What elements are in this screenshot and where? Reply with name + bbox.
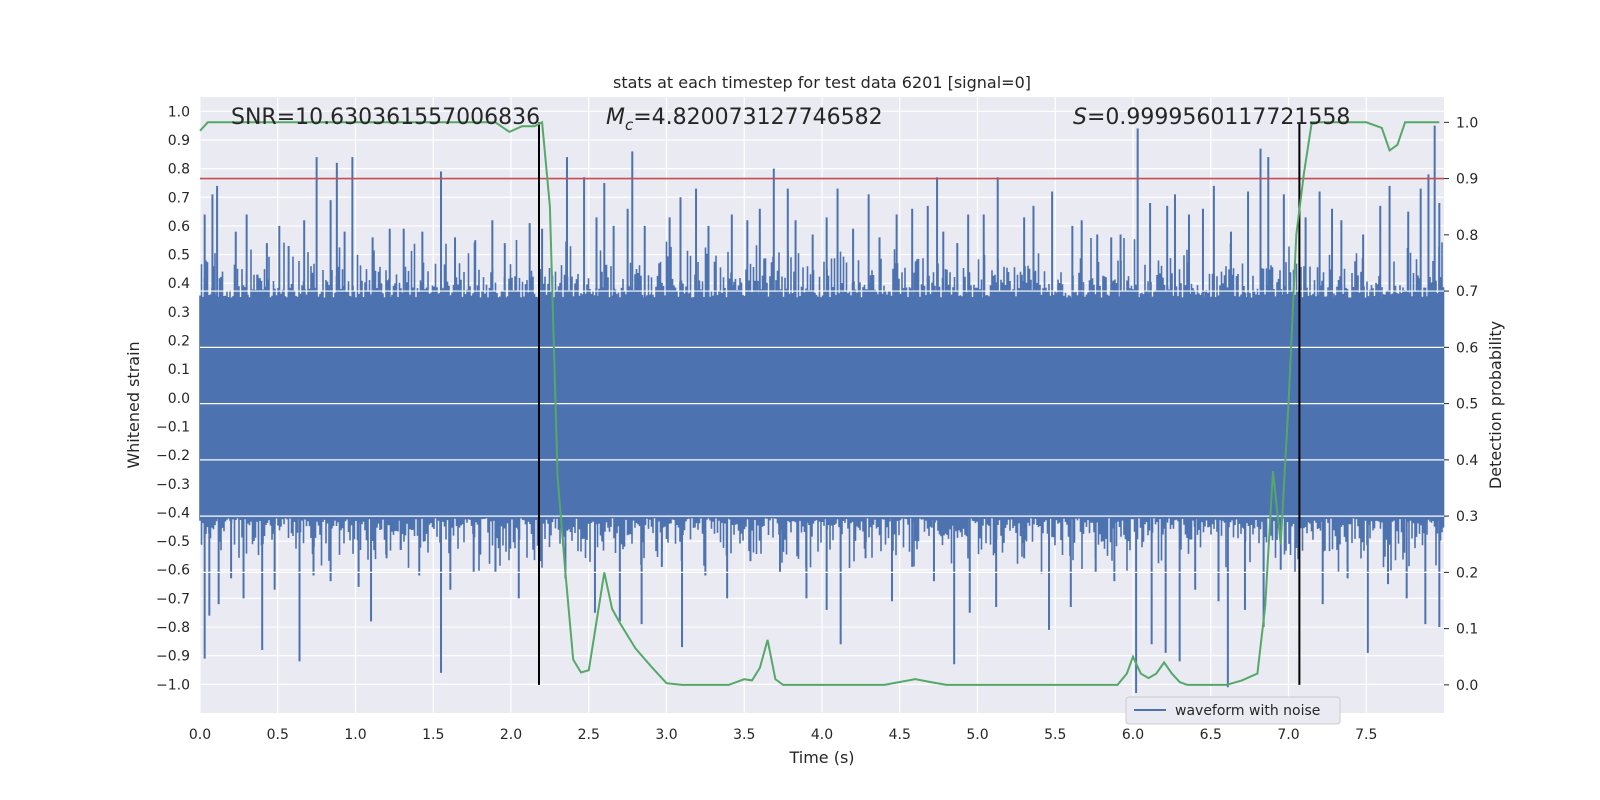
- y-tick-label: 1.0: [168, 104, 190, 120]
- waveform-layer: [199, 125, 1445, 693]
- y-tick-label: 0.3: [168, 305, 190, 321]
- x-tick-label: 1.5: [422, 727, 444, 743]
- x-tick-label: 6.5: [1200, 727, 1222, 743]
- detection-probability-line: [199, 120, 1440, 686]
- chirp-mass-symbol: M: [606, 105, 625, 130]
- s-annotation: S=0.9999560117721558: [1073, 105, 1350, 130]
- s-value: =0.9999560117721558: [1087, 105, 1350, 130]
- y2-tick-label: 0.1: [1456, 622, 1478, 638]
- x-axis-label: Time (s): [788, 748, 854, 767]
- y-tick-label: −0.9: [156, 649, 190, 665]
- y2-tick-label: 0.9: [1456, 172, 1478, 188]
- y2-tick-label: 0.4: [1456, 453, 1478, 469]
- y-tick-label: 0.5: [168, 248, 190, 264]
- y-tick-label: −0.4: [156, 505, 190, 521]
- legend: waveform with noise: [1125, 696, 1341, 725]
- y-tick-label: 0.2: [168, 334, 190, 350]
- chirp-mass-subscript: c: [625, 116, 634, 134]
- x-tick-label: 7.5: [1355, 727, 1377, 743]
- probability-layer: [199, 120, 1440, 686]
- y2-tick-label: 0.8: [1456, 228, 1478, 244]
- y-tick-label: −0.1: [156, 419, 190, 435]
- y2-tick-label: 0.0: [1456, 678, 1478, 694]
- s-symbol: S: [1073, 105, 1087, 130]
- y-tick-label: 0.4: [168, 276, 190, 292]
- x-tick-label: 2.5: [578, 727, 600, 743]
- y2-tick-label: 0.5: [1456, 397, 1478, 413]
- y-tick-label: −0.2: [156, 448, 190, 464]
- chirp-mass-value: =4.820073127746582: [633, 105, 882, 130]
- y2-tick-label: 1.0: [1456, 115, 1478, 131]
- y-tick-label: 0.9: [168, 133, 190, 149]
- x-tick-label: 6.0: [1122, 727, 1144, 743]
- y-tick-label: 0.8: [168, 162, 190, 178]
- legend-label: waveform with noise: [1175, 703, 1320, 719]
- x-tick-label: 0.0: [189, 727, 211, 743]
- x-tick-label: 4.5: [889, 727, 911, 743]
- y2-tick-label: 0.6: [1456, 340, 1478, 356]
- y-tick-label: 0.7: [168, 190, 190, 206]
- y-tick-label: −0.6: [156, 563, 190, 579]
- y-tick-label: 0.6: [168, 219, 190, 235]
- x-tick-label: 5.5: [1044, 727, 1066, 743]
- y-tick-label: 0.0: [168, 391, 190, 407]
- x-tick-label: 3.0: [655, 727, 677, 743]
- y-tick-label: −1.0: [156, 677, 190, 693]
- y2-axis-label: Detection probability: [1486, 321, 1505, 489]
- waveform-core: [200, 297, 1444, 519]
- y2-tick-label: 0.7: [1456, 284, 1478, 300]
- x-tick-label: 1.0: [344, 727, 366, 743]
- x-tick-label: 0.5: [267, 727, 289, 743]
- y2-tick-label: 0.3: [1456, 509, 1478, 525]
- x-tick-label: 3.5: [733, 727, 755, 743]
- chirp-mass-annotation: Mc=4.820073127746582: [606, 105, 883, 134]
- y-tick-label: −0.7: [156, 591, 190, 607]
- snr-annotation: SNR=10.630361557006836: [231, 105, 540, 130]
- legend-box: [1125, 696, 1341, 725]
- y-tick-label: −0.5: [156, 534, 190, 550]
- x-tick-label: 2.0: [500, 727, 522, 743]
- x-tick-label: 7.0: [1277, 727, 1299, 743]
- x-tick-label: 4.0: [811, 727, 833, 743]
- y-tick-label: −0.3: [156, 477, 190, 493]
- chart-title: stats at each timestep for test data 620…: [613, 73, 1031, 92]
- y-tick-label: 0.1: [168, 362, 190, 378]
- y-axis-label: Whitened strain: [124, 341, 143, 468]
- y2-tick-label: 0.2: [1456, 565, 1478, 581]
- y-tick-label: −0.8: [156, 620, 190, 636]
- x-tick-label: 5.0: [966, 727, 988, 743]
- tick-layer: 0.0 0.5 1.0 1.5 2.0 2.5 3.0 3.5 4.0 4.5 5.0 5.5 6.0 6…: [156, 104, 1478, 743]
